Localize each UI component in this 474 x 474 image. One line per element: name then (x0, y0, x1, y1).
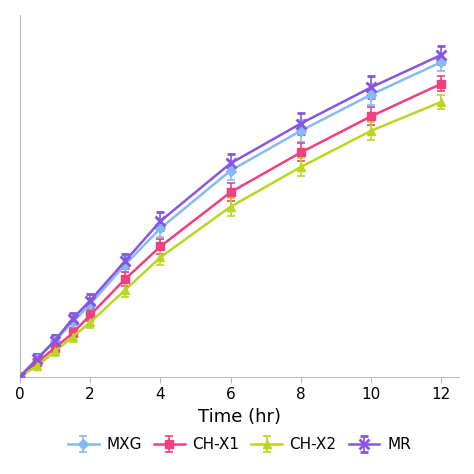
X-axis label: Time (hr): Time (hr) (198, 408, 281, 426)
Legend: MXG, CH-X1, CH-X2, MR: MXG, CH-X1, CH-X2, MR (62, 431, 417, 458)
